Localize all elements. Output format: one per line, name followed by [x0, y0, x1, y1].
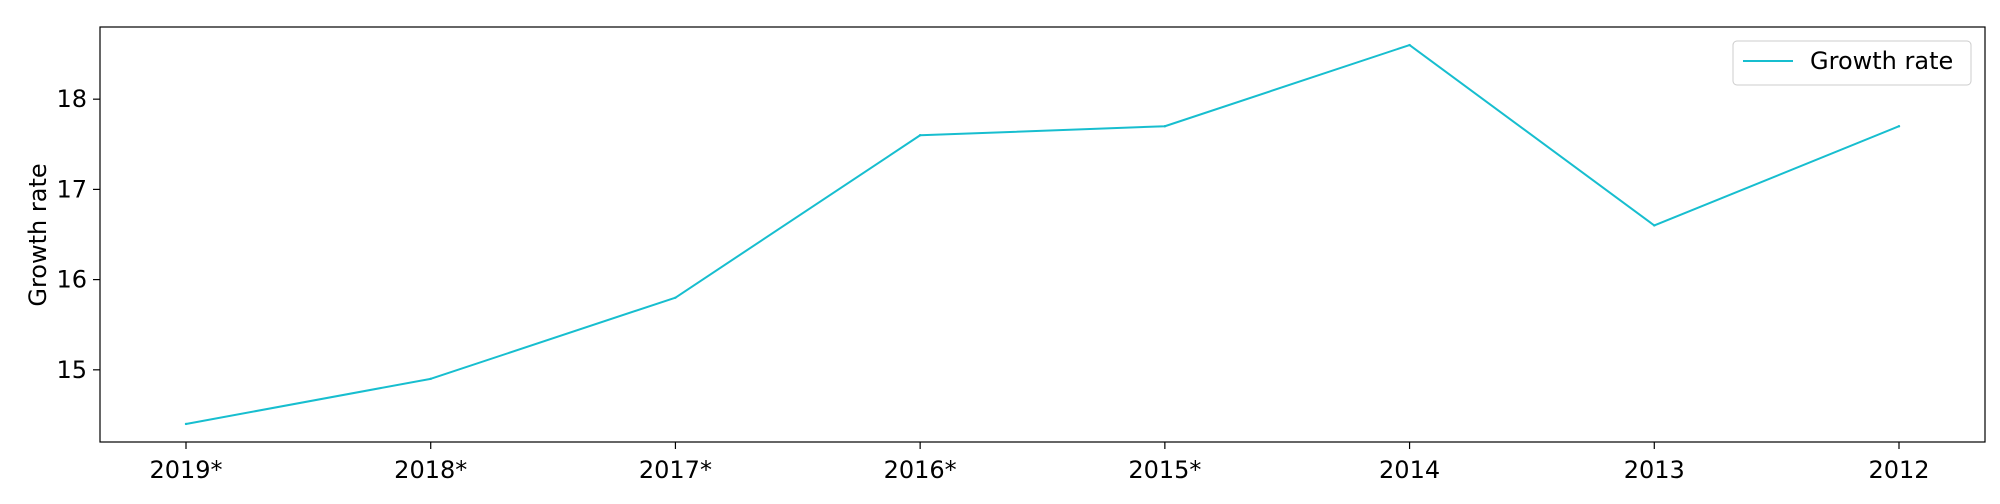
plot-frame — [99, 26, 1986, 443]
y-tick-label: 18 — [56, 85, 87, 113]
y-tick-label: 15 — [56, 356, 87, 384]
x-tick-label: 2015* — [1128, 456, 1201, 484]
data-point — [674, 296, 677, 299]
y-axis-label: Growth rate — [24, 163, 52, 306]
data-point — [429, 377, 432, 381]
data-point — [1408, 43, 1411, 47]
x-tick-label: 2018* — [394, 456, 467, 484]
x-tick-label: 2013 — [1624, 456, 1685, 484]
legend-label: Growth rate — [1810, 47, 1953, 75]
x-tick-label: 2019* — [149, 456, 222, 484]
data-point — [1897, 125, 1901, 128]
y-tick-label: 16 — [56, 266, 87, 294]
legend-box — [1732, 40, 1972, 86]
series-line — [185, 44, 1900, 425]
x-tick-label: 2016* — [884, 456, 957, 484]
legend: Growth rate — [1732, 40, 1972, 86]
y-tick-label: 17 — [56, 175, 87, 203]
x-tick-label: 2017* — [639, 456, 712, 484]
data-point — [184, 422, 188, 426]
data-point — [1163, 125, 1167, 128]
data-point — [1653, 224, 1656, 227]
x-tick-label: 2012 — [1868, 456, 1929, 484]
series-layer — [184, 43, 1901, 426]
x-tick-label: 2014 — [1379, 456, 1440, 484]
x-axis-ticks: 2019* 2018* 2017* 2016* 2015* 2014 2013 2012 — [149, 442, 1930, 484]
data-point — [918, 134, 922, 137]
y-axis-ticks: 15 16 17 18 — [56, 85, 100, 384]
